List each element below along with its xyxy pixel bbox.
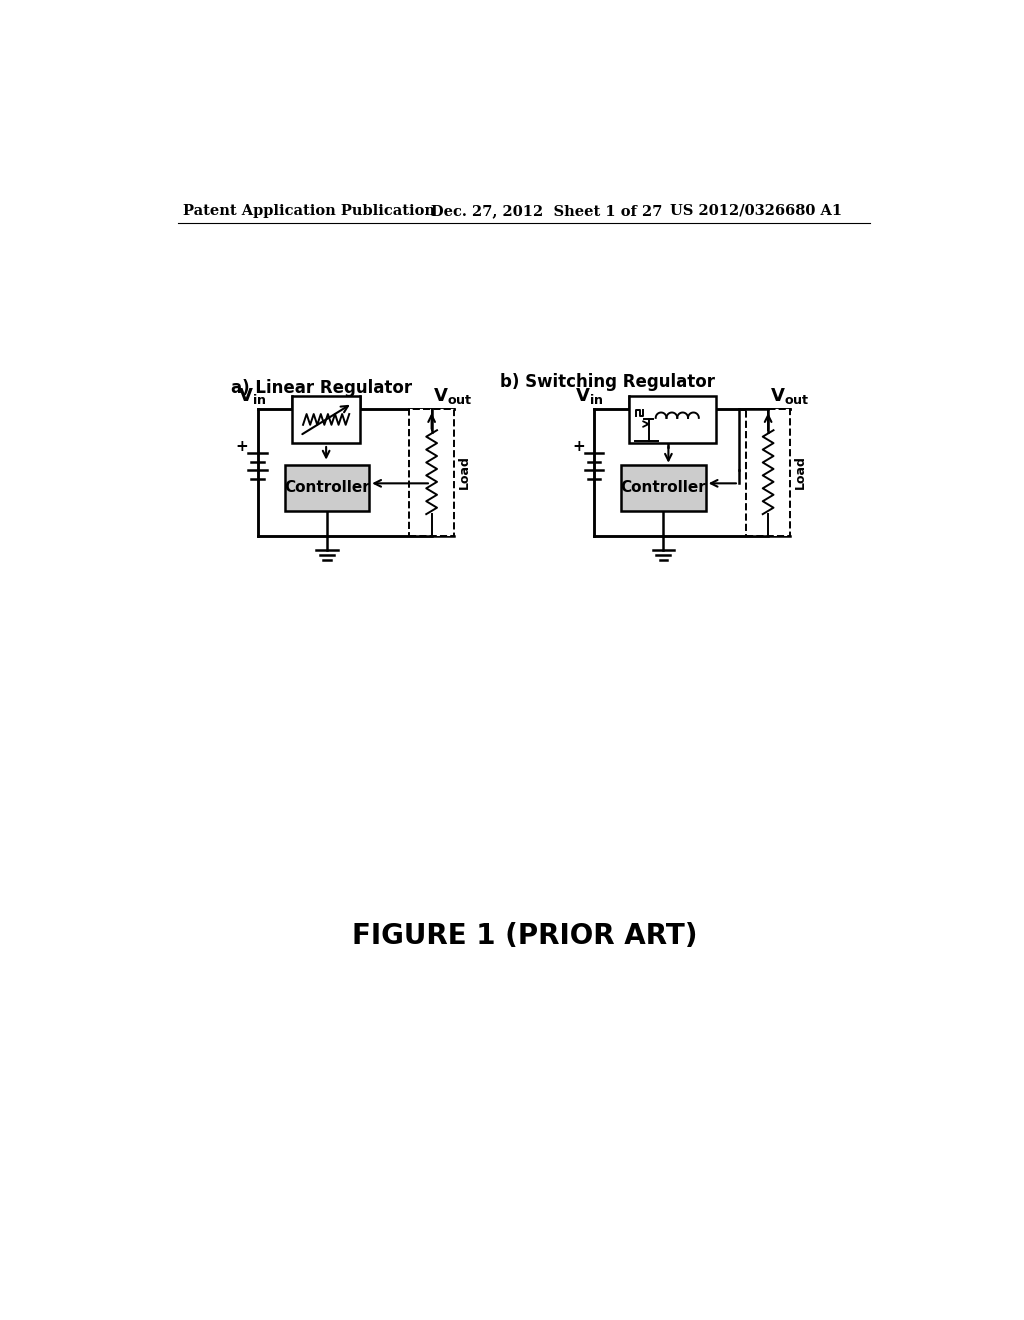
Text: Dec. 27, 2012  Sheet 1 of 27: Dec. 27, 2012 Sheet 1 of 27 (431, 203, 663, 218)
Text: Controller: Controller (621, 480, 707, 495)
Text: $\mathbf{V_{in}}$: $\mathbf{V_{in}}$ (239, 385, 267, 405)
Text: Load: Load (794, 455, 807, 490)
Text: FIGURE 1 (PRIOR ART): FIGURE 1 (PRIOR ART) (352, 923, 697, 950)
Text: +: + (572, 440, 585, 454)
Text: a) Linear Regulator: a) Linear Regulator (231, 379, 412, 397)
Text: Patent Application Publication: Patent Application Publication (183, 203, 435, 218)
Text: Controller: Controller (284, 480, 370, 495)
Text: +: + (236, 440, 249, 454)
Bar (629, 396, 716, 444)
Text: US 2012/0326680 A1: US 2012/0326680 A1 (670, 203, 842, 218)
Text: Load: Load (458, 455, 470, 490)
Text: $\mathbf{V_{out}}$: $\mathbf{V_{out}}$ (770, 385, 809, 405)
Bar (621, 465, 706, 511)
Bar (745, 409, 791, 536)
Text: $\mathbf{V_{in}}$: $\mathbf{V_{in}}$ (574, 385, 603, 405)
Bar (292, 396, 360, 444)
Bar (410, 409, 454, 536)
Text: $\mathbf{V_{out}}$: $\mathbf{V_{out}}$ (433, 385, 473, 405)
Text: b) Switching Regulator: b) Switching Regulator (501, 372, 716, 391)
Bar (285, 465, 370, 511)
